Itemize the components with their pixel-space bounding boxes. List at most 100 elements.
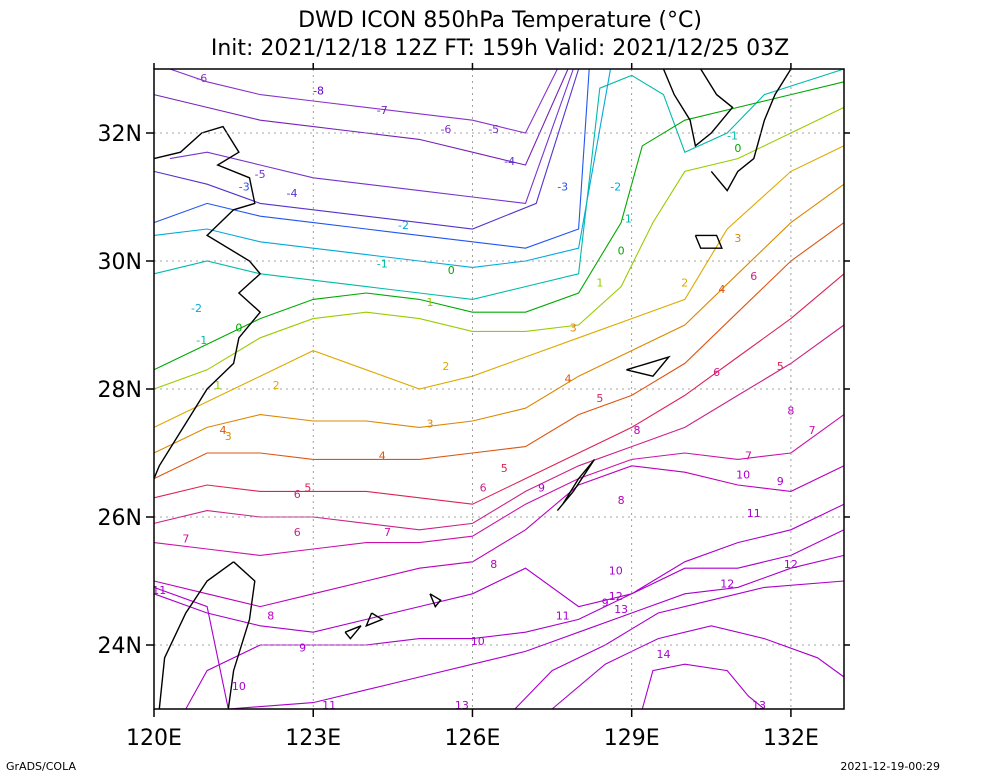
contour-value-label: 6 [294, 526, 301, 539]
contour-value-label: 7 [182, 533, 189, 546]
contour-value-label: 5 [777, 360, 784, 373]
contour-line [153, 414, 845, 556]
contour-value-label: 6 [713, 366, 720, 379]
coastline [344, 625, 362, 640]
lat-tick-label: 30N [98, 250, 142, 275]
lat-tick-label: 32N [98, 122, 142, 147]
contour-value-label: 3 [734, 232, 741, 245]
coastline [694, 234, 723, 249]
contour-line [185, 529, 845, 710]
contour-value-label: 13 [752, 699, 766, 712]
contour-value-label: 3 [427, 417, 434, 430]
contour-value-label: 10 [736, 469, 750, 482]
contour-value-label: 3 [225, 430, 232, 443]
contour-value-label: 1 [427, 296, 434, 309]
contour-value-label: 5 [304, 481, 311, 494]
timestamp: 2021-12-19-00:29 [840, 760, 940, 773]
lat-tick-label: 24N [98, 634, 142, 659]
contour-value-label: 6 [750, 270, 757, 283]
contour-value-label: -2 [398, 219, 409, 232]
contour-line [169, 68, 558, 134]
contour-line [153, 68, 612, 268]
contour-value-label: 3 [570, 321, 577, 334]
contour-value-label: 4 [565, 373, 572, 386]
coastline [710, 68, 792, 192]
contour-value-label: 10 [232, 680, 246, 693]
contour-value-label: 0 [235, 321, 242, 334]
contour-value-label: 11 [556, 609, 570, 622]
contour-value-label: 0 [448, 264, 455, 277]
contour-value-label: 8 [634, 424, 641, 437]
contour-line [153, 68, 580, 230]
contour-value-label: 11 [152, 584, 166, 597]
coastline [556, 458, 596, 512]
axis-layer: 120E 123E 126E 129E 132E 32N 30N 28N 26N 24N [98, 63, 850, 751]
contour-value-label: -6 [440, 123, 451, 136]
contour-value-label: -1 [377, 257, 388, 270]
contour-value-label: 9 [299, 641, 306, 654]
contour-value-label: 9 [602, 597, 609, 610]
contour-value-label: 8 [490, 558, 497, 571]
contour-value-label: 11 [747, 507, 761, 520]
contour-value-label: 7 [809, 424, 816, 437]
contour-value-label: 4 [718, 283, 725, 296]
map-subtitle: Init: 2021/12/18 12Z FT: 159h Valid: 202… [210, 36, 790, 61]
contour-value-label: 1 [214, 379, 221, 392]
coastline [227, 561, 256, 710]
contour-value-label: 7 [384, 526, 391, 539]
lon-tick-label: 123E [285, 726, 341, 751]
contour-value-label: 7 [745, 449, 752, 462]
contour-value-label: 4 [220, 424, 227, 437]
coastline [662, 68, 734, 148]
coastline [429, 593, 442, 608]
contour-value-label: 2 [681, 277, 688, 290]
contour-value-label: -2 [610, 181, 621, 194]
contour-value-label: -3 [557, 181, 568, 194]
coastline [158, 561, 235, 710]
grid-layer [153, 69, 844, 709]
contour-line [551, 625, 845, 710]
contour-value-label: 2 [273, 379, 280, 392]
contour-value-label: 6 [480, 481, 487, 494]
contour-line [153, 145, 845, 428]
contour-value-label: -4 [504, 155, 515, 168]
contour-value-label: 11 [322, 699, 336, 712]
contour-line [153, 222, 845, 480]
contour-value-label: 8 [618, 494, 625, 507]
contour-value-label: -8 [313, 85, 324, 98]
lat-tick-label: 28N [98, 378, 142, 403]
coastline [365, 612, 384, 628]
contour-value-label: 13 [455, 699, 469, 712]
map-frame [153, 68, 845, 710]
contour-line [153, 273, 845, 505]
lon-tick-label: 129E [604, 726, 660, 751]
lat-tick-label: 26N [98, 506, 142, 531]
contour-line [153, 81, 845, 371]
contour-value-label: -2 [191, 302, 202, 315]
coastline-layer [153, 68, 792, 710]
contour-line [153, 106, 845, 390]
contour-value-label: -1 [727, 129, 738, 142]
contour-line [153, 554, 845, 710]
contour-value-label: 12 [720, 577, 734, 590]
contour-value-label: 5 [596, 392, 603, 405]
contour-value-label: 10 [471, 635, 485, 648]
contour-value-label: 0 [618, 245, 625, 258]
contour-line [153, 68, 569, 166]
contour-line [153, 183, 845, 454]
contour-value-label: 10 [609, 565, 623, 578]
contour-value-label: 12 [609, 590, 623, 603]
contour-line [153, 465, 845, 608]
contour-value-label: 5 [501, 462, 508, 475]
lon-tick-label: 132E [763, 726, 819, 751]
contour-value-label: 6 [294, 488, 301, 501]
lon-tick-label: 126E [445, 726, 501, 751]
contour-line [153, 68, 845, 300]
contour-line [169, 68, 574, 204]
contour-value-label: -1 [621, 213, 632, 226]
lon-tick-label: 120E [126, 726, 182, 751]
map-title: DWD ICON 850hPa Temperature (°C) [298, 8, 702, 33]
contour-value-label: -7 [377, 104, 388, 117]
contour-value-label: -6 [196, 72, 207, 85]
